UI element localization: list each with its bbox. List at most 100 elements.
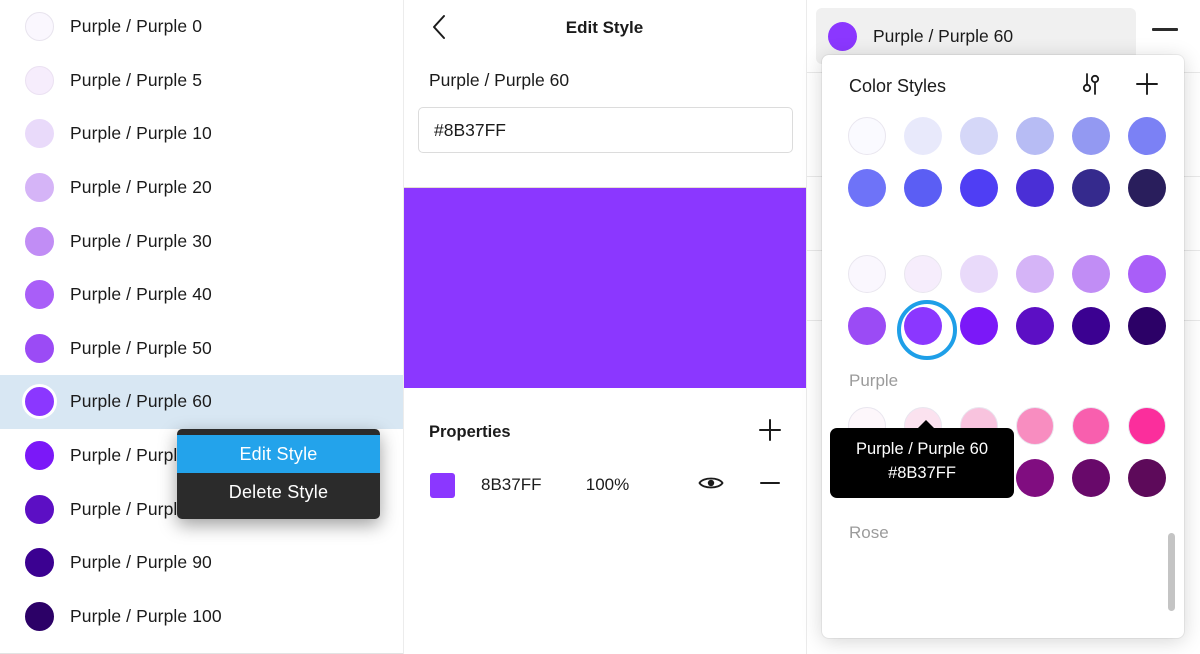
swatch-row [848, 255, 1184, 293]
chip-color-dot [828, 21, 857, 51]
tooltip-hex: #8B37FF [888, 463, 956, 482]
edit-panel-header: Edit Style [404, 0, 805, 56]
plus-icon[interactable] [1134, 71, 1160, 102]
plus-icon[interactable] [758, 418, 782, 447]
swatch[interactable] [848, 117, 886, 155]
selected-style-chip[interactable]: Purple / Purple 60 [816, 8, 1136, 64]
swatch[interactable] [1128, 117, 1166, 155]
color-preview [404, 187, 806, 388]
swatch[interactable] [1128, 169, 1166, 207]
swatch[interactable] [960, 307, 998, 345]
list-item[interactable]: Purple / Purple 20 [0, 161, 403, 215]
property-hex: 8B37FF [481, 475, 542, 494]
swatch-row [848, 117, 1184, 155]
swatch[interactable] [1016, 255, 1054, 293]
color-tooltip: Purple / Purple 60 #8B37FF [830, 420, 1014, 498]
swatch[interactable] [960, 169, 998, 207]
list-item[interactable]: Purple / Purple 30 [0, 214, 403, 268]
swatch[interactable] [960, 255, 998, 293]
style-item-label: Purple / Purple 60 [70, 391, 212, 412]
style-color-dot [25, 494, 54, 524]
menu-item[interactable]: Delete Style [228, 481, 329, 502]
spacer [822, 221, 1184, 255]
style-color-dot [25, 601, 54, 631]
hex-input-value: #8B37FF [434, 119, 506, 140]
style-color-dot [25, 548, 54, 578]
table-row[interactable]: 8B37FF 100% [404, 466, 806, 504]
list-item[interactable]: Purple / Purple 5 [0, 54, 403, 108]
swatch[interactable] [848, 307, 886, 345]
swatch[interactable] [1072, 169, 1110, 207]
swatch[interactable] [904, 169, 942, 207]
style-item-label: Purple / Purple 40 [70, 284, 212, 305]
swatch[interactable] [1128, 407, 1166, 445]
swatch-group [822, 255, 1184, 360]
style-item-label: Purple / Purple 0 [70, 16, 203, 37]
swatch-row [848, 169, 1184, 207]
list-item[interactable]: Purple / Purple 50 [0, 322, 403, 376]
style-item-label: Purple / Purple 10 [70, 123, 212, 144]
style-item-label: Purple / Purple 5 [70, 69, 203, 90]
list-item[interactable]: Purple / Purple 90 [0, 536, 403, 590]
minus-icon[interactable] [1152, 28, 1178, 31]
properties-title: Properties [429, 422, 511, 441]
swatch[interactable] [1072, 459, 1110, 497]
style-item-label: Purple / Purple 30 [70, 230, 212, 251]
menu-item[interactable]: Edit Style [177, 435, 380, 473]
list-item[interactable]: Purple / Purple 60 [0, 375, 403, 429]
swatch[interactable] [1016, 459, 1054, 497]
swatch[interactable] [1128, 255, 1166, 293]
style-color-dot [25, 226, 54, 256]
swatch[interactable] [1016, 117, 1054, 155]
style-color-dot [25, 12, 54, 42]
swatch[interactable] [960, 117, 998, 155]
style-color-dot [25, 173, 54, 203]
swatch[interactable] [1016, 307, 1054, 345]
property-opacity: 100% [585, 475, 630, 494]
swatch[interactable] [1016, 407, 1054, 445]
chevron-left-icon[interactable] [426, 14, 452, 40]
sliders-icon[interactable] [1078, 71, 1104, 102]
list-item[interactable]: Purple / Purple 100 [0, 590, 403, 644]
list-item[interactable]: Purple / Purple 10 [0, 107, 403, 161]
page-title: Edit Style [565, 18, 644, 37]
swatch-group-label: Rose [849, 523, 889, 542]
swatch[interactable] [1072, 255, 1110, 293]
style-color-dot [25, 119, 54, 149]
style-color-dot [25, 333, 54, 363]
style-item-label: Purple / Purple 50 [70, 337, 212, 358]
swatch[interactable] [1072, 407, 1110, 445]
swatch[interactable] [1072, 117, 1110, 155]
style-item-label: Purple / Purple 20 [70, 177, 212, 198]
swatch[interactable] [1128, 307, 1166, 345]
swatch-selected[interactable] [897, 300, 957, 360]
chip-label: Purple / Purple 60 [873, 25, 1014, 46]
style-color-dot [25, 387, 54, 417]
list-item[interactable]: Purple / Purple 0 [0, 0, 403, 54]
properties-header: Properties [404, 415, 806, 449]
context-menu: Edit Style Delete Style [177, 429, 380, 519]
color-styles-dropdown: Color Styles Purple Rose [822, 55, 1184, 638]
swatch-group [822, 117, 1184, 207]
swatch[interactable] [1016, 169, 1054, 207]
tooltip-name: Purple / Purple 60 [855, 440, 989, 458]
list-item[interactable]: Purple / Purple 40 [0, 268, 403, 322]
swatch[interactable] [848, 169, 886, 207]
minus-icon[interactable] [758, 471, 782, 500]
list-item[interactable]: Purple / Purple 70 [0, 429, 403, 483]
swatch[interactable] [1128, 459, 1166, 497]
swatch-row [848, 300, 1184, 360]
dropdown-scrollbar[interactable] [1168, 533, 1175, 611]
style-color-dot [25, 280, 54, 310]
property-color-swatch[interactable] [430, 472, 455, 498]
swatch[interactable] [1072, 307, 1110, 345]
hex-input[interactable]: #8B37FF [418, 107, 793, 153]
style-item-label: Purple / Purple 70 [70, 445, 212, 466]
swatch[interactable] [904, 117, 942, 155]
eye-icon[interactable] [698, 474, 724, 497]
tooltip-arrow [917, 420, 935, 429]
swatch[interactable] [904, 255, 942, 293]
swatch[interactable] [848, 255, 886, 293]
list-item[interactable]: Purple / Purple 80 [0, 482, 403, 536]
edit-style-name: Purple / Purple 60 [429, 70, 570, 90]
